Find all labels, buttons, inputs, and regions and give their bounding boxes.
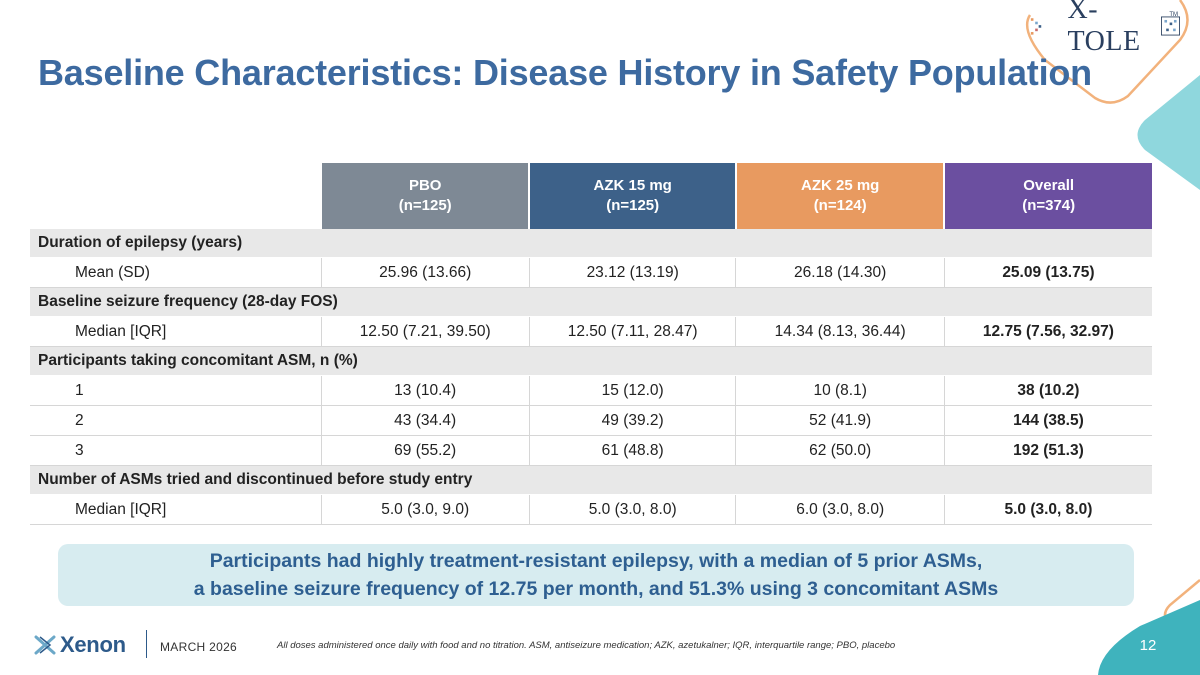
baseline-table: PBO (n=125) AZK 15 mg (n=125) AZK 25 mg (n=… (30, 163, 1152, 525)
callout-line-2: a baseline seizure frequency of 12.75 pe… (193, 578, 999, 600)
header-overall: Overall (n=374) (943, 163, 1152, 229)
table-row: Median [IQR] 5.0 (3.0, 9.0) 5.0 (3.0, 8.… (30, 494, 1152, 525)
x-tole-logo: X-TOLE TM (1030, 0, 1180, 57)
section-duration: Duration of epilepsy (years) (30, 229, 1152, 258)
key-takeaway-callout: Participants had highly treatment-resist… (58, 544, 1134, 606)
footer-date: MARCH 2026 (160, 640, 238, 654)
header-azk15: AZK 15 mg (n=125) (528, 163, 736, 229)
footnote: All doses administered once daily with f… (277, 640, 896, 651)
xenon-wordmark: Xenon (60, 632, 126, 657)
section-asms-tried: Number of ASMs tried and discontinued be… (30, 465, 1152, 495)
table-row: Mean (SD) 25.96 (13.66) 23.12 (13.19) 26… (30, 257, 1152, 288)
xenon-mark-icon (34, 635, 56, 655)
header-azk25: AZK 25 mg (n=124) (734, 163, 945, 229)
header-blank (30, 163, 321, 229)
table-header-row: PBO (n=125) AZK 15 mg (n=125) AZK 25 mg (n=… (30, 163, 1152, 229)
table-row: 2 43 (34.4) 49 (39.2) 52 (41.9) 144 (38.… (30, 405, 1152, 436)
header-pbo: PBO (n=125) (319, 163, 530, 229)
section-concomitant-asm: Participants taking concomitant ASM, n (… (30, 346, 1152, 376)
callout-line-1: Participants had highly treatment-resist… (209, 550, 983, 572)
xenon-logo: Xenon (34, 632, 126, 657)
logo-mark-icon (1030, 18, 1042, 35)
table-row: 1 13 (10.4) 15 (12.0) 10 (8.1) 38 (10.2) (30, 375, 1152, 406)
trademark: TM (1169, 12, 1178, 18)
table-row: Median [IQR] 12.50 (7.21, 39.50) 12.50 (… (30, 316, 1152, 347)
page-number: 12 (1139, 637, 1157, 654)
logo-text: X-TOLE (1067, 0, 1141, 57)
logo-grid-icon (1161, 16, 1180, 36)
table-row: 3 69 (55.2) 61 (48.8) 62 (50.0) 192 (51.… (30, 435, 1152, 466)
section-seizure-frequency: Baseline seizure frequency (28-day FOS) (30, 287, 1152, 317)
page-title: Baseline Characteristics: Disease Histor… (38, 52, 1092, 93)
footer-separator (146, 630, 147, 658)
